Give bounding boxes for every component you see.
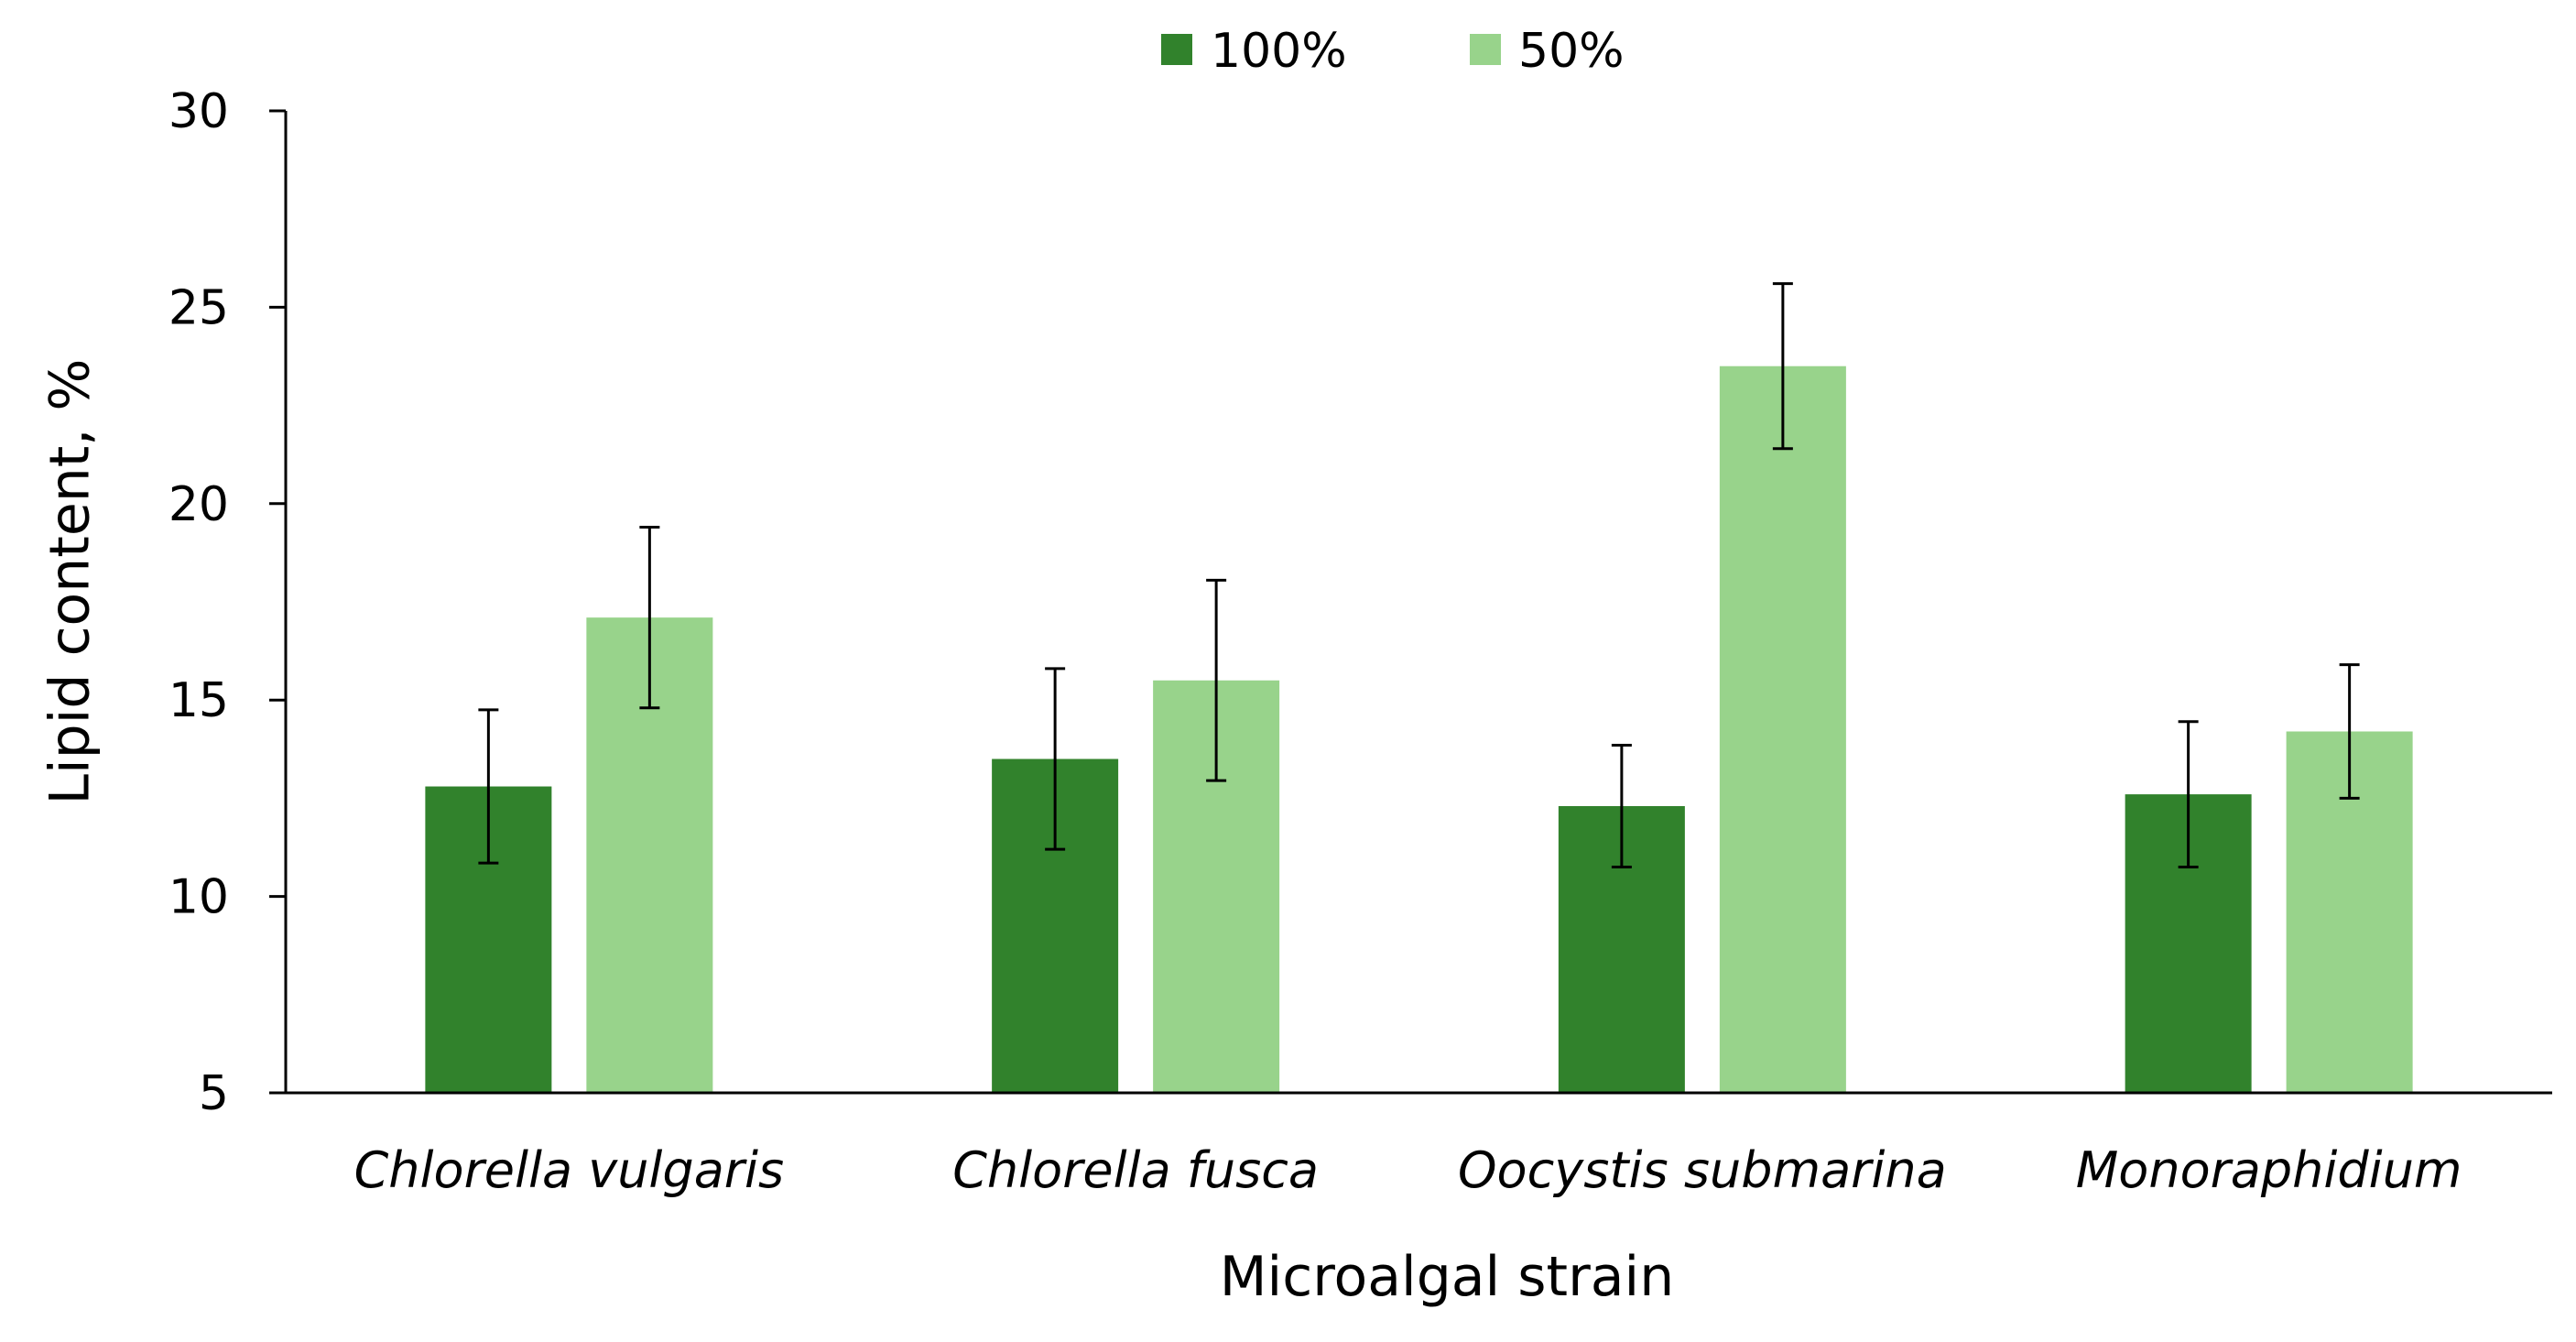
x-axis-title: Microalgal strain — [1220, 1245, 1674, 1309]
x-category-label: Chlorella fusca — [952, 1141, 1319, 1199]
y-tick-label: 20 — [168, 477, 229, 532]
y-ticks: 5 10 15 20 25 30 — [168, 84, 286, 1121]
y-tick-label: 10 — [168, 870, 229, 925]
x-category-labels: Chlorella vulgaris Chlorella fusca Oocysti… — [354, 1141, 2462, 1199]
x-category-label: Oocystis submarina — [1458, 1141, 1947, 1199]
legend-swatch — [1161, 34, 1192, 65]
legend-label: 100% — [1211, 24, 1347, 79]
bars — [425, 366, 2413, 1094]
y-tick-label: 5 — [199, 1066, 229, 1121]
bar-series-50 — [1719, 366, 1846, 1094]
y-tick-label: 25 — [168, 280, 229, 335]
error-bars — [478, 282, 2360, 868]
legend: 100% 50% — [1161, 24, 1625, 79]
legend-swatch — [1470, 34, 1501, 65]
x-category-label: Chlorella vulgaris — [354, 1141, 785, 1199]
x-category-label: Monoraphidium — [2076, 1141, 2462, 1199]
y-tick-label: 30 — [168, 84, 229, 139]
y-axis-title: Lipid content, % — [38, 359, 103, 805]
legend-label: 50% — [1518, 24, 1625, 79]
y-tick-label: 15 — [168, 673, 229, 728]
